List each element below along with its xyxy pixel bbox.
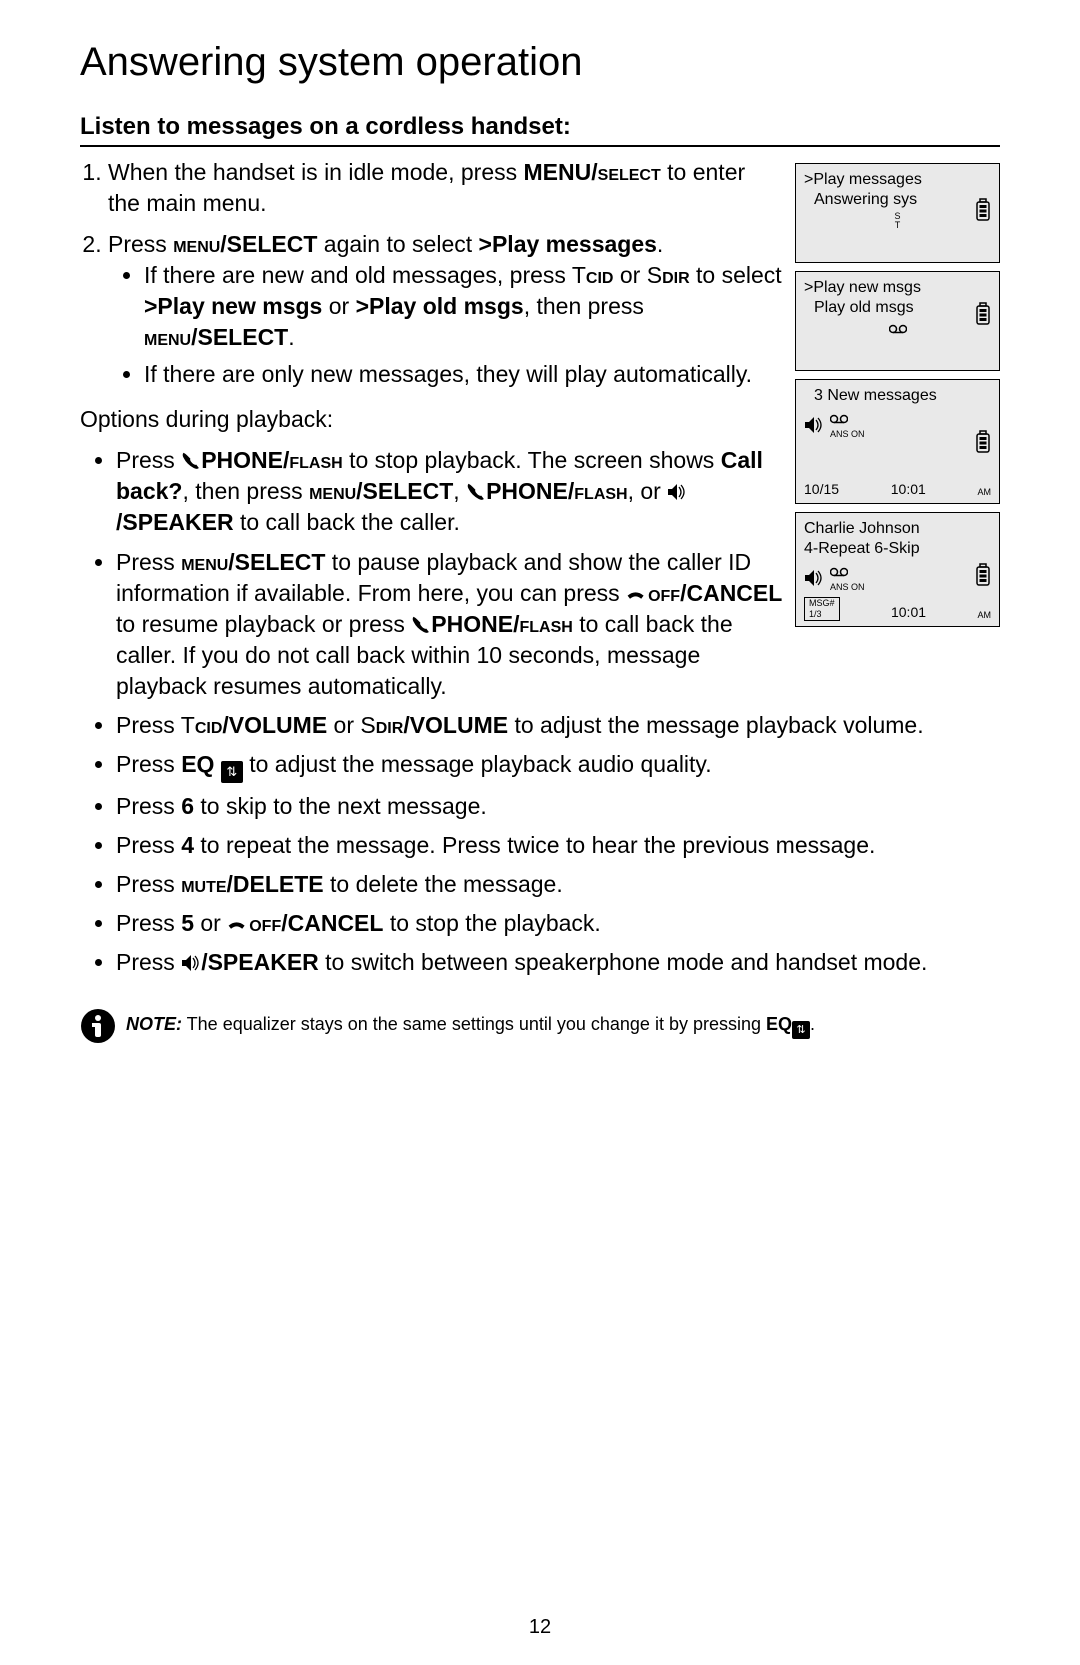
info-icon <box>80 1008 116 1044</box>
screen1-line1: >Play messages <box>804 170 991 190</box>
speaker-icon <box>181 953 201 973</box>
sub-2: If there are only new messages, they wil… <box>144 359 783 390</box>
screen4-ampm: AM <box>978 610 992 621</box>
speaker-icon <box>804 415 824 435</box>
instructions-column-cont: Press Tcid/VOLUME or Sdir/VOLUME to adju… <box>80 710 1000 978</box>
options-heading: Options during playback: <box>80 404 783 435</box>
tape-icon <box>830 567 848 577</box>
handset-icon <box>411 615 431 635</box>
note-row: NOTE: The equalizer stays on the same se… <box>80 1008 1000 1044</box>
step-1: When the handset is in idle mode, press … <box>108 157 783 219</box>
page-number: 12 <box>0 1616 1080 1639</box>
screen2-line2: Play old msgs <box>804 298 991 318</box>
note-text: NOTE: The equalizer stays on the same se… <box>126 1014 815 1039</box>
opt-8: Press 5 or off/CANCEL to stop the playba… <box>116 908 1000 939</box>
handset-down-icon <box>626 586 648 604</box>
battery-icon <box>975 563 991 587</box>
screens-column: >Play messages Answering sys ST >Play ne… <box>795 157 1000 710</box>
step-2-sub: If there are new and old messages, press… <box>108 260 783 390</box>
eq-icon: ⇅ <box>792 1021 810 1039</box>
ans-on-label: ANS ON <box>830 430 865 439</box>
opt-1: Press PHONE/flash to stop playback. The … <box>116 445 783 538</box>
battery-icon <box>975 302 991 326</box>
ans-on-label: ANS ON <box>830 583 865 592</box>
options-list: Press PHONE/flash to stop playback. The … <box>80 445 783 701</box>
opt-5: Press 6 to skip to the next message. <box>116 791 1000 822</box>
options-list-cont: Press Tcid/VOLUME or Sdir/VOLUME to adju… <box>80 710 1000 978</box>
opt-3: Press Tcid/VOLUME or Sdir/VOLUME to adju… <box>116 710 1000 741</box>
screen4-line1: Charlie Johnson <box>804 519 991 539</box>
screen1-st: ST <box>804 212 991 230</box>
screen1-line2: Answering sys <box>804 190 991 210</box>
screen2-line1: >Play new msgs <box>804 278 991 298</box>
tape-icon <box>889 324 907 334</box>
screen-new-messages: 3 New messages ANS ON 10/15 10:01 AM <box>795 379 1000 504</box>
handset-icon <box>466 482 486 502</box>
instructions-column: When the handset is in idle mode, press … <box>80 157 783 710</box>
battery-icon <box>975 198 991 222</box>
battery-icon <box>975 430 991 454</box>
sub-1: If there are new and old messages, press… <box>144 260 783 353</box>
screen-play-messages: >Play messages Answering sys ST <box>795 163 1000 263</box>
screen3-line1: 3 New messages <box>804 386 991 406</box>
screen3-ampm: AM <box>978 487 992 498</box>
handset-icon <box>181 451 201 471</box>
opt-4: Press EQ ⇅ to adjust the message playbac… <box>116 749 1000 783</box>
screen4-msgbox: MSG#1/3 <box>804 597 840 621</box>
speaker-icon <box>667 482 687 502</box>
screen3-date: 10/15 <box>804 481 839 499</box>
opt-2: Press menu/SELECT to pause playback and … <box>116 547 783 702</box>
screen3-time: 10:01 <box>891 481 926 499</box>
eq-icon: ⇅ <box>221 761 243 783</box>
steps-list: When the handset is in idle mode, press … <box>80 157 783 390</box>
opt-6: Press 4 to repeat the message. Press twi… <box>116 830 1000 861</box>
speaker-icon <box>804 568 824 588</box>
page-title: Answering system operation <box>80 40 1000 85</box>
section-heading: Listen to messages on a cordless handset… <box>80 113 1000 147</box>
opt-9: Press /SPEAKER to switch between speaker… <box>116 947 1000 978</box>
opt-7: Press mute/DELETE to delete the message. <box>116 869 1000 900</box>
screen4-line2: 4-Repeat 6-Skip <box>804 539 991 559</box>
tape-icon <box>830 414 848 424</box>
screen-play-new-old: >Play new msgs Play old msgs <box>795 271 1000 371</box>
step-2: Press menu/SELECT again to select >Play … <box>108 229 783 390</box>
screen4-time: 10:01 <box>891 604 926 622</box>
screen-caller-id: Charlie Johnson 4-Repeat 6-Skip ANS ON M… <box>795 512 1000 627</box>
handset-down-icon <box>227 916 249 934</box>
